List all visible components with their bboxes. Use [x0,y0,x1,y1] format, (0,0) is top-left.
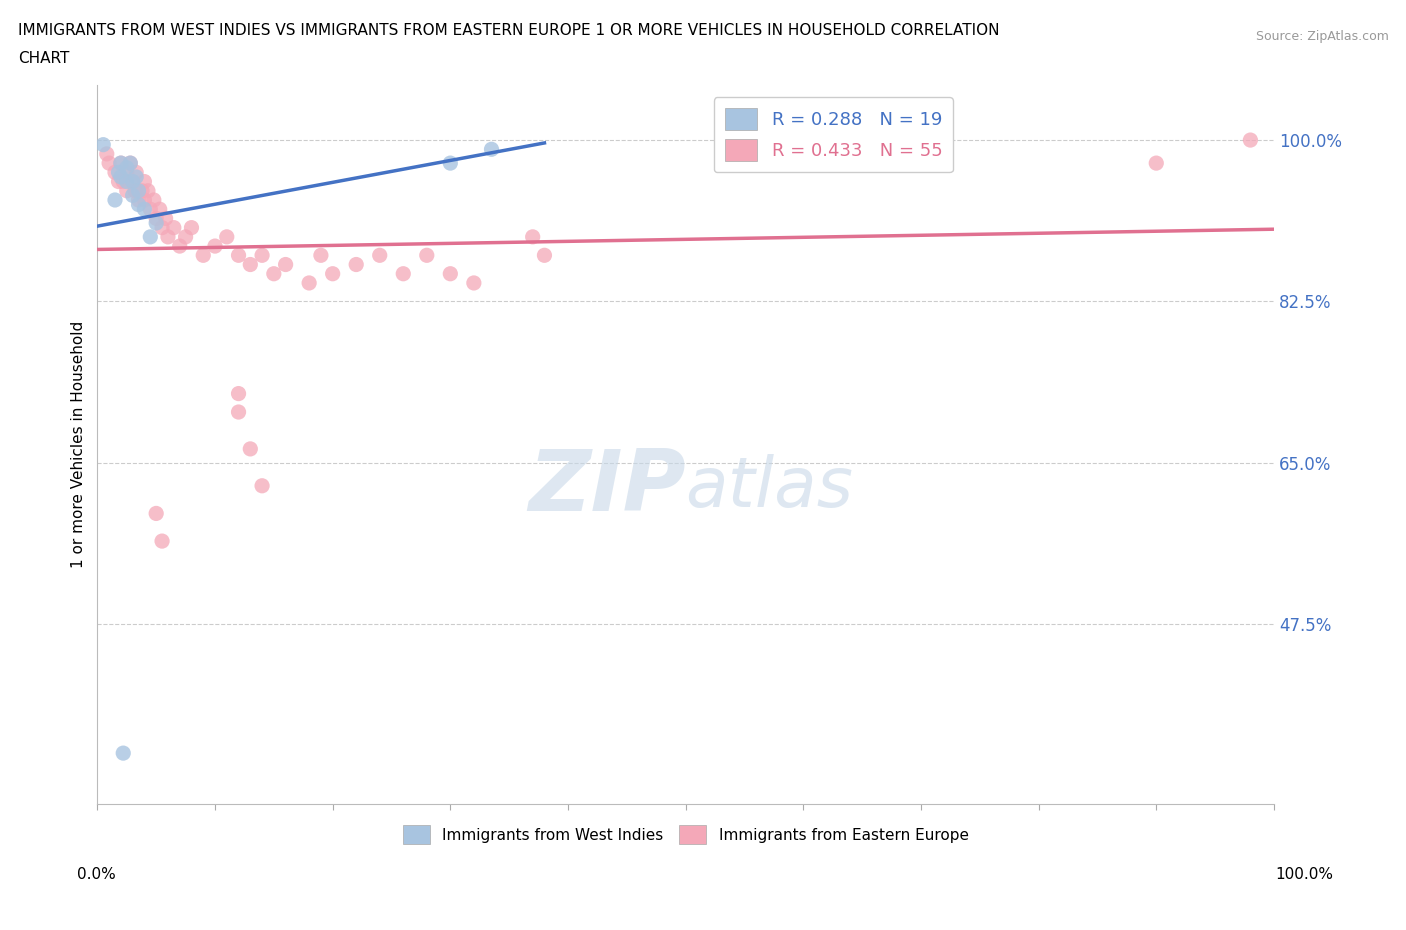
Point [274,257,297,272]
Point [309,248,332,263]
Point [115,183,138,198]
Point [228,248,250,263]
Point [250,248,273,263]
Point [120,155,142,170]
Point [121,174,143,189]
Point [239,442,262,457]
Point [128,193,150,207]
Point [136,183,159,198]
Point [156,230,179,245]
Point [522,230,544,245]
Point [239,257,262,272]
Point [139,202,162,217]
Point [228,405,250,419]
Point [121,188,143,203]
Point [124,183,146,198]
Point [112,174,135,189]
Point [1144,155,1167,170]
Point [481,142,503,157]
Point [112,746,135,761]
Text: 100.0%: 100.0% [1275,867,1333,882]
Point [250,478,273,493]
Text: CHART: CHART [18,51,70,66]
Point [150,220,173,235]
Text: IMMIGRANTS FROM WEST INDIES VS IMMIGRANTS FROM EASTERN EUROPE 1 OR MORE VEHICLES: IMMIGRANTS FROM WEST INDIES VS IMMIGRANT… [18,23,1000,38]
Text: ZIP: ZIP [529,446,686,529]
Point [368,248,391,263]
Point [145,506,167,521]
Point [134,174,156,189]
Point [107,174,129,189]
Point [115,160,138,175]
Point [125,165,148,179]
Point [121,174,143,189]
Point [155,211,177,226]
Text: Source: ZipAtlas.com: Source: ZipAtlas.com [1256,30,1389,43]
Point [145,216,167,231]
Point [104,193,127,207]
Point [439,155,461,170]
Point [149,202,172,217]
Point [180,220,202,235]
Point [128,197,150,212]
Point [96,146,118,161]
Point [142,193,165,207]
Point [416,248,439,263]
Point [139,230,162,245]
Point [463,275,485,290]
Text: atlas: atlas [686,454,853,521]
Point [145,211,167,226]
Point [204,239,226,254]
Point [110,169,132,184]
Point [215,230,238,245]
Text: 0.0%: 0.0% [77,867,117,882]
Point [392,266,415,281]
Point [228,386,250,401]
Point [263,266,285,281]
Point [169,239,191,254]
Point [128,183,150,198]
Point [110,155,132,170]
Point [174,230,197,245]
Point [150,534,173,549]
Point [91,138,114,153]
Point [134,202,156,217]
Point [98,155,121,170]
Point [115,165,138,179]
Point [131,183,153,198]
Point [104,165,127,179]
Point [193,248,215,263]
Point [125,169,148,184]
Point [439,266,461,281]
Legend: Immigrants from West Indies, Immigrants from Eastern Europe: Immigrants from West Indies, Immigrants … [396,819,974,850]
Point [163,220,186,235]
Point [134,193,156,207]
Point [110,155,132,170]
Point [322,266,344,281]
Point [120,155,142,170]
Y-axis label: 1 or more Vehicles in Household: 1 or more Vehicles in Household [72,321,86,568]
Point [533,248,555,263]
Point [298,275,321,290]
Point [344,257,367,272]
Point [107,165,129,179]
Point [115,174,138,189]
Point [1239,133,1261,148]
